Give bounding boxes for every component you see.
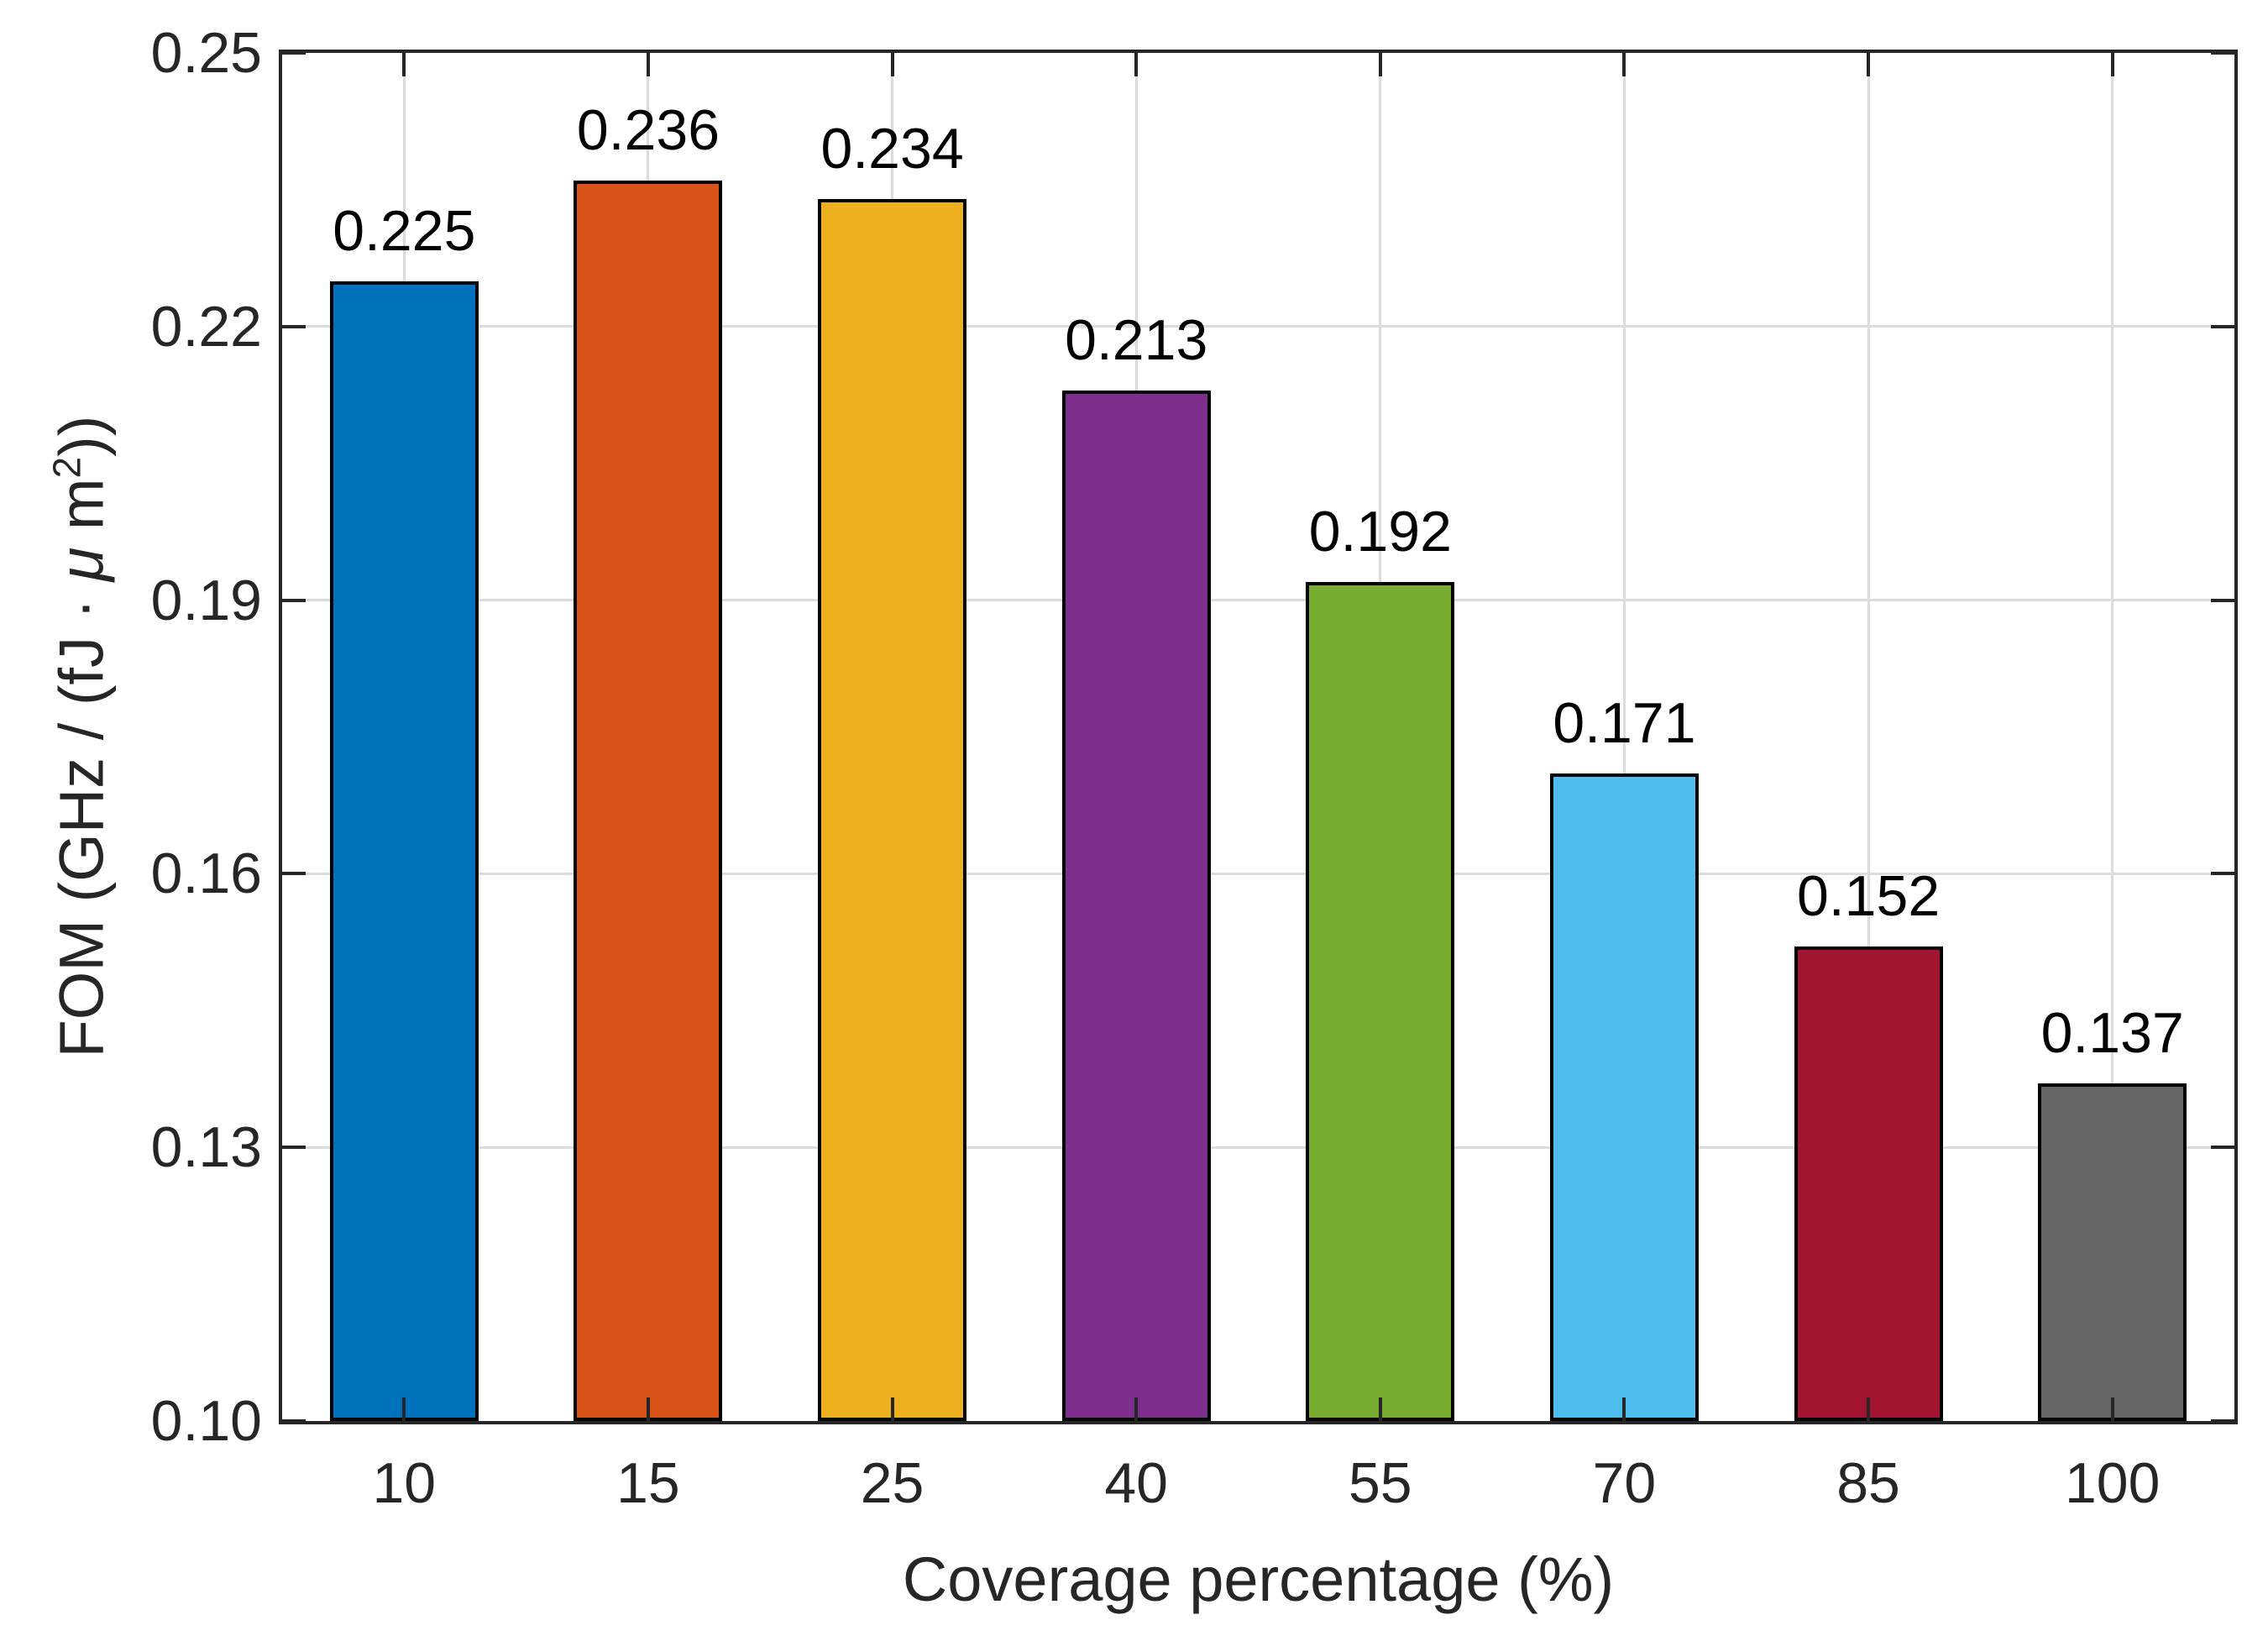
bar [1061, 390, 1211, 1421]
y-tick-right [2211, 1419, 2234, 1423]
bar-value-label: 0.192 [1308, 499, 1452, 564]
bar-value-label: 0.225 [333, 198, 476, 263]
bar [1794, 946, 1943, 1421]
x-tick-top [890, 53, 894, 76]
x-tick-bottom [1134, 1397, 1139, 1421]
y-tick-left [282, 324, 306, 328]
bar-value-label: 0.137 [2040, 1001, 2184, 1066]
y-axis-label: FOM (GHz / (fJ · μ m2)) [45, 415, 118, 1058]
x-tick-bottom [2110, 1397, 2114, 1421]
x-tick-label: 85 [1836, 1451, 1900, 1515]
bar [329, 281, 479, 1421]
y-tick-label: 0.13 [150, 1115, 262, 1180]
x-tick-top [646, 53, 650, 76]
bar-value-label: 0.171 [1553, 690, 1696, 755]
plot-area: 0.225 0.236 0.234 0.213 0.192 0.171 0.152 0.137 [282, 51, 2234, 1423]
y-tick-left [282, 872, 306, 876]
bar-value-label: 0.213 [1065, 307, 1208, 372]
x-tick-label: 15 [616, 1451, 680, 1515]
y-tick-right [2211, 1146, 2234, 1150]
bar-value-label: 0.152 [1796, 864, 1941, 929]
x-tick-top [1378, 53, 1382, 76]
y-tick-label: 0.19 [150, 568, 262, 632]
x-tick-top [1134, 53, 1139, 76]
gridline-horizontal [282, 325, 2234, 328]
y-tick-right [2211, 872, 2234, 876]
gridline-vertical [1867, 53, 1870, 1421]
x-tick-label: 100 [2064, 1451, 2161, 1515]
y-tick-right [2211, 324, 2234, 328]
y-axis-label-text: )) [46, 415, 117, 457]
y-tick-label: 0.10 [150, 1389, 262, 1453]
x-tick-bottom [890, 1397, 894, 1421]
y-axis-label-text: FOM (GHz / (fJ · [46, 581, 117, 1058]
bar [818, 198, 967, 1421]
x-tick-bottom [1622, 1397, 1626, 1421]
x-tick-label: 40 [1104, 1451, 1168, 1515]
gridline-vertical [1622, 53, 1626, 1421]
y-tick-label: 0.16 [150, 842, 262, 906]
x-tick-top [402, 53, 406, 76]
bar [1549, 773, 1699, 1421]
bar-value-label: 0.234 [820, 116, 964, 181]
x-tick-label: 25 [860, 1451, 924, 1515]
x-tick-label: 10 [372, 1451, 437, 1515]
x-tick-bottom [402, 1397, 406, 1421]
x-tick-top [1622, 53, 1626, 76]
x-tick-top [1867, 53, 1871, 76]
y-tick-left [282, 598, 306, 602]
gridline-horizontal [282, 872, 2234, 875]
x-tick-label: 55 [1348, 1451, 1412, 1515]
y-tick-left [282, 1146, 306, 1150]
gridline-horizontal [282, 599, 2234, 602]
bar [2038, 1083, 2187, 1421]
y-tick-left [282, 1419, 306, 1423]
y-tick-left [282, 51, 306, 55]
x-tick-label: 70 [1592, 1451, 1657, 1515]
gridline-vertical [2111, 53, 2114, 1421]
x-tick-bottom [646, 1397, 650, 1421]
x-axis-label: Coverage percentage (%) [902, 1544, 1615, 1614]
x-tick-bottom [1378, 1397, 1382, 1421]
y-tick-right [2211, 51, 2234, 55]
bar-value-label: 0.236 [576, 98, 720, 163]
y-tick-label: 0.25 [150, 21, 262, 85]
bar [1306, 581, 1455, 1421]
superscript-2: 2 [45, 456, 89, 479]
x-tick-bottom [1867, 1397, 1871, 1421]
y-tick-label: 0.22 [150, 294, 262, 359]
x-tick-top [2110, 53, 2114, 76]
y-axis-label-text: m [46, 478, 117, 548]
bar [574, 181, 723, 1421]
gridline-horizontal [282, 1146, 2234, 1149]
y-tick-right [2211, 598, 2234, 602]
